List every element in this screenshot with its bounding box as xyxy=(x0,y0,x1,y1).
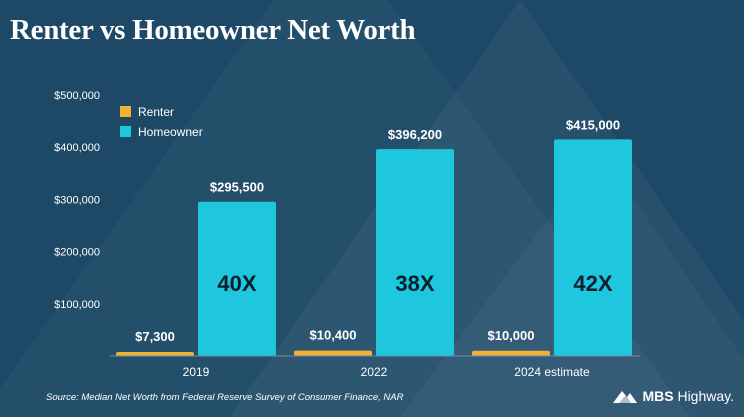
bar-label-homeowner: $295,500 xyxy=(210,180,264,195)
logo-text-bold: MBS xyxy=(642,388,674,404)
bar-renter xyxy=(116,352,194,356)
bar-homeowner xyxy=(376,149,454,356)
mbs-highway-logo: MBS Highway. xyxy=(613,388,734,404)
y-tick-label: $200,000 xyxy=(54,247,100,259)
y-tick-label: $300,000 xyxy=(54,194,100,206)
legend: Renter Homeowner xyxy=(120,105,203,139)
logo-text: MBS Highway. xyxy=(642,388,734,404)
bar-label-renter: $7,300 xyxy=(135,329,175,344)
legend-swatch-homeowner xyxy=(120,126,131,137)
y-tick-label: $100,000 xyxy=(54,299,100,311)
mountain-logo-icon xyxy=(613,391,638,403)
source-note: Source: Median Net Worth from Federal Re… xyxy=(46,392,404,403)
legend-label-homeowner: Homeowner xyxy=(138,125,203,139)
x-axis: 2019 2022 2024 estimate xyxy=(110,355,640,379)
bar-label-homeowner: $396,200 xyxy=(388,127,442,142)
bar-label-renter: $10,400 xyxy=(310,328,357,343)
multiplier-label: 40X xyxy=(217,271,256,296)
bars: $7,300 $295,500 40X $10,400 $396,200 38X $10,0… xyxy=(116,117,632,356)
bar-renter xyxy=(472,350,550,356)
multiplier-label: 42X xyxy=(573,271,612,296)
bar-homeowner xyxy=(198,201,276,356)
legend-label-renter: Renter xyxy=(138,105,174,119)
logo-text-light: Highway. xyxy=(677,388,734,404)
legend-swatch-renter xyxy=(120,106,131,117)
x-tick-label: 2024 estimate xyxy=(514,365,590,379)
x-tick-label: 2022 xyxy=(361,365,388,379)
bar-homeowner xyxy=(554,139,632,356)
multiplier-label: 38X xyxy=(395,271,434,296)
chart-title: Renter vs Homeowner Net Worth xyxy=(10,14,416,46)
y-tick-label: $500,000 xyxy=(54,90,100,102)
x-tick-label: 2019 xyxy=(183,365,210,379)
y-tick-label: $400,000 xyxy=(54,142,100,154)
bar-label-renter: $10,000 xyxy=(488,328,535,343)
y-axis: $100,000 $200,000 $300,000 $400,000 $500,000 xyxy=(54,90,100,311)
bar-label-homeowner: $415,000 xyxy=(566,117,620,132)
bar-renter xyxy=(294,350,372,356)
